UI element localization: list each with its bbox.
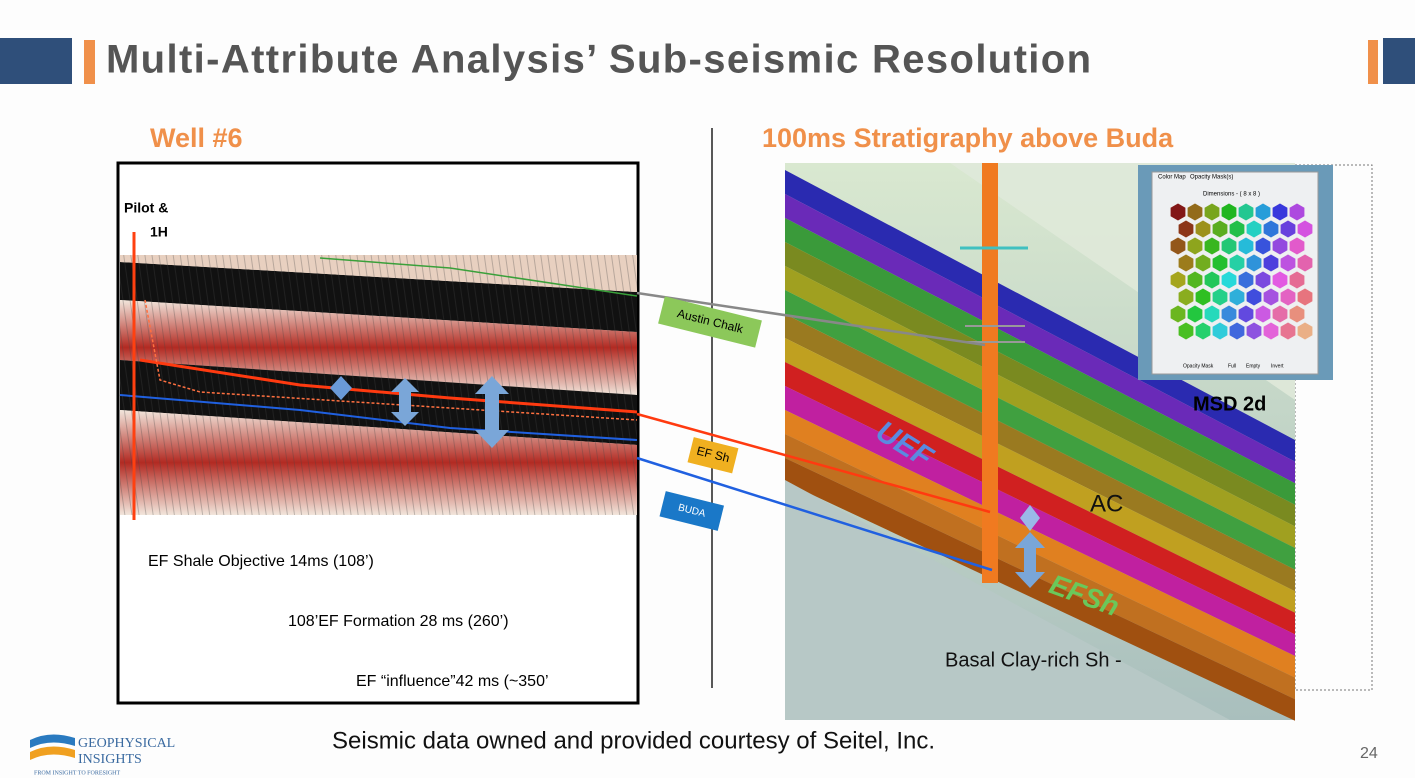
som-cell xyxy=(1212,288,1228,306)
som-cell xyxy=(1246,254,1262,272)
slide-canvas: Multi-Attribute Analysis’ Sub-seismic Re… xyxy=(0,0,1415,778)
logo: GEOPHYSICAL INSIGHTS FROM INSIGHT TO FOR… xyxy=(30,734,175,776)
som-cell xyxy=(1246,220,1262,238)
logo-text: GEOPHYSICAL xyxy=(78,736,175,751)
page-number: 24 xyxy=(1360,745,1378,762)
well-label: Pilot & xyxy=(124,200,168,216)
panel-heading: 100ms Stratigraphy above Buda xyxy=(762,123,1174,153)
som-cell xyxy=(1255,237,1271,255)
som-cell xyxy=(1297,322,1313,340)
credit: Seismic data owned and provided courtesy… xyxy=(332,727,935,754)
som-cell xyxy=(1263,220,1279,238)
som-cell xyxy=(1170,271,1186,289)
inset-button[interactable]: Invert xyxy=(1271,363,1284,369)
som-cell xyxy=(1272,203,1288,221)
som-cell xyxy=(1280,322,1296,340)
som-cell xyxy=(1255,305,1271,323)
som-cell xyxy=(1204,237,1220,255)
note: 108’EF Formation 28 ms (260’) xyxy=(288,613,509,630)
som-cell xyxy=(1229,220,1245,238)
title-accent xyxy=(1368,40,1378,84)
som-cell xyxy=(1280,288,1296,306)
som-cell xyxy=(1221,237,1237,255)
som-cell xyxy=(1187,203,1203,221)
title-accent xyxy=(84,40,95,84)
som-cell xyxy=(1221,271,1237,289)
som-cell xyxy=(1178,220,1194,238)
slide: Multi-Attribute Analysis’ Sub-seismic Re… xyxy=(0,0,1415,778)
logo-text: INSIGHTS xyxy=(78,752,142,767)
som-cell xyxy=(1195,220,1211,238)
som-cell xyxy=(1238,271,1254,289)
som-cell xyxy=(1263,254,1279,272)
som-cell xyxy=(1238,203,1254,221)
panel-heading: Well #6 xyxy=(150,123,243,153)
som-cell xyxy=(1272,305,1288,323)
som-cell xyxy=(1229,254,1245,272)
som-cell xyxy=(1195,288,1211,306)
som-cell xyxy=(1246,322,1262,340)
som-cell xyxy=(1289,305,1305,323)
som-cell xyxy=(1187,305,1203,323)
inset-caption: MSD 2d xyxy=(1193,393,1266,415)
som-cell xyxy=(1297,220,1313,238)
som-cell xyxy=(1178,254,1194,272)
inset-tab: Opacity Mask(s) xyxy=(1190,175,1233,181)
slide-title: Multi-Attribute Analysis’ Sub-seismic Re… xyxy=(106,38,1091,82)
som-cell xyxy=(1272,271,1288,289)
zone-label: Basal Clay-rich Sh - xyxy=(945,649,1122,671)
som-cell xyxy=(1280,254,1296,272)
som-cell xyxy=(1195,254,1211,272)
inset-dim: Dimensions - ( 8 x 8 ) xyxy=(1203,192,1260,198)
som-cell xyxy=(1263,288,1279,306)
som-cell xyxy=(1212,322,1228,340)
som-cell xyxy=(1212,254,1228,272)
som-cell xyxy=(1221,203,1237,221)
som-cell xyxy=(1204,305,1220,323)
som-cell xyxy=(1170,203,1186,221)
som-cell xyxy=(1238,305,1254,323)
som-cell xyxy=(1289,237,1305,255)
som-cell xyxy=(1170,305,1186,323)
som-cell xyxy=(1187,237,1203,255)
som-cell xyxy=(1195,322,1211,340)
som-cell xyxy=(1246,288,1262,306)
som-cell xyxy=(1170,237,1186,255)
inset-mask: Opacity Mask xyxy=(1183,363,1214,369)
title-bar xyxy=(1383,38,1415,84)
som-cell xyxy=(1204,271,1220,289)
som-cell xyxy=(1204,203,1220,221)
som-cell xyxy=(1178,288,1194,306)
seismic-section xyxy=(120,255,637,515)
title-bar xyxy=(0,38,72,84)
som-cell xyxy=(1297,288,1313,306)
well-path xyxy=(982,163,998,583)
som-cell xyxy=(1255,203,1271,221)
well-label: 1H xyxy=(150,224,168,240)
note: EF Shale Objective 14ms (108’) xyxy=(148,553,374,570)
som-cell xyxy=(1212,220,1228,238)
som-cell xyxy=(1280,220,1296,238)
som-cell xyxy=(1272,237,1288,255)
som-cell xyxy=(1289,271,1305,289)
som-cell xyxy=(1238,237,1254,255)
som-cell xyxy=(1289,203,1305,221)
som-cell xyxy=(1229,322,1245,340)
inset-button[interactable]: Full xyxy=(1228,363,1236,369)
inset-button[interactable]: Empty xyxy=(1246,363,1261,369)
som-cell xyxy=(1178,322,1194,340)
som-cell xyxy=(1187,271,1203,289)
logo-tagline: FROM INSIGHT TO FORESIGHT xyxy=(34,770,121,776)
som-cell xyxy=(1255,271,1271,289)
note: EF “influence”42 ms (~350’ xyxy=(356,673,549,690)
zone-label: AC xyxy=(1090,490,1123,517)
som-cell xyxy=(1263,322,1279,340)
inset-tab: Color Map xyxy=(1158,175,1186,181)
som-cell xyxy=(1221,305,1237,323)
som-cell xyxy=(1229,288,1245,306)
som-cell xyxy=(1297,254,1313,272)
